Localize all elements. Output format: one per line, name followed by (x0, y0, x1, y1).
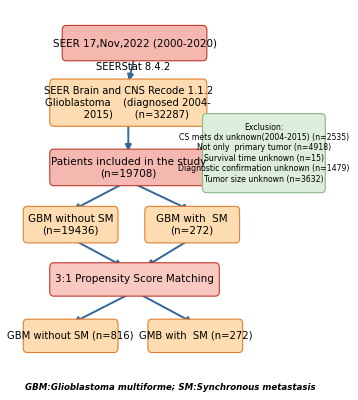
Text: SEERStat 8.4.2: SEERStat 8.4.2 (96, 62, 170, 72)
FancyBboxPatch shape (148, 319, 243, 352)
Text: 3:1 Propensity Score Matching: 3:1 Propensity Score Matching (55, 274, 214, 284)
FancyBboxPatch shape (62, 26, 207, 61)
FancyBboxPatch shape (50, 79, 207, 126)
FancyBboxPatch shape (145, 206, 240, 243)
Text: Patients included in the study
(n=19708): Patients included in the study (n=19708) (51, 157, 206, 178)
Text: SEER Brain and CNS Recode 1.1.2
Glioblastoma    (diagnosed 2004-
     2015)     : SEER Brain and CNS Recode 1.1.2 Glioblas… (44, 86, 213, 119)
FancyBboxPatch shape (50, 263, 219, 296)
Text: GBM without SM
(n=19436): GBM without SM (n=19436) (28, 214, 113, 236)
Text: GBM:Glioblastoma multiforme; SM:Synchronous metastasis: GBM:Glioblastoma multiforme; SM:Synchron… (25, 383, 316, 392)
Text: Exclusion:
CS mets dx unknown(2004-2015) (n=2535)
Not only  primary tumor (n=491: Exclusion: CS mets dx unknown(2004-2015)… (178, 123, 349, 184)
FancyBboxPatch shape (50, 149, 207, 186)
Text: SEER 17,Nov,2022 (2000-2020): SEER 17,Nov,2022 (2000-2020) (53, 38, 217, 48)
FancyBboxPatch shape (23, 206, 118, 243)
FancyBboxPatch shape (203, 114, 325, 193)
Text: GMB with  SM (n=272): GMB with SM (n=272) (139, 331, 252, 341)
Text: GBM with  SM
(n=272): GBM with SM (n=272) (156, 214, 228, 236)
Text: GBM without SM (n=816): GBM without SM (n=816) (8, 331, 134, 341)
FancyBboxPatch shape (23, 319, 118, 352)
